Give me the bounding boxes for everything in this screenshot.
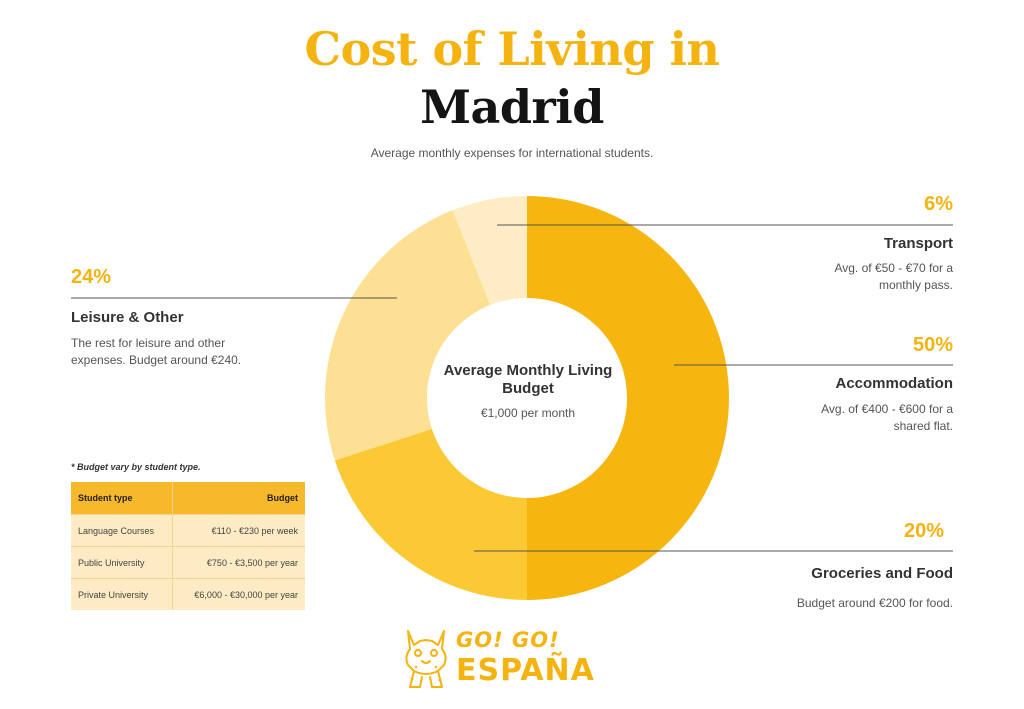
transport-percent: 6% [924, 193, 953, 215]
donut-slice-accommodation [527, 196, 729, 600]
table-row: Language Courses €110 - €230 per week [71, 514, 305, 547]
table-header-row: Student type Budget [71, 482, 305, 515]
budget-note: * Budget vary by student type. [71, 462, 201, 472]
table-cell: €110 - €230 per week [172, 514, 305, 547]
accommodation-label: Accommodation [835, 375, 953, 392]
table-cell: Language Courses [71, 514, 174, 547]
table-cell: Private University [71, 578, 174, 610]
logo-text-espana: ESPAÑA [456, 653, 595, 688]
lynx-mascot-icon [405, 630, 447, 688]
accommodation-percent: 50% [912, 334, 953, 356]
table-row: Public University €750 - €3,500 per year [71, 546, 305, 579]
groceries-label: Groceries and Food [811, 565, 953, 582]
page-title-city: Madrid [420, 80, 604, 134]
table-header: Budget [172, 482, 305, 515]
table-cell: Public University [71, 546, 174, 579]
accommodation-description: Avg. of €400 - €600 for a shared flat. [821, 402, 953, 433]
logo-text-go-go: GO! GO! [456, 628, 560, 652]
center-value: €1,000 per month [480, 406, 576, 420]
transport-label: Transport [883, 235, 953, 252]
transport-description: Avg. of €50 - €70 for a monthly pass. [834, 261, 953, 292]
table-row: Private University €6,000 - €30,000 per … [71, 578, 305, 610]
donut-slice-leisure [325, 210, 491, 461]
leisure-percent: 24% [71, 266, 112, 288]
page-subtitle: Average monthly expenses for internation… [370, 146, 654, 160]
donut-slice-transport [452, 196, 527, 306]
budget-table: Student type Budget Language Courses €11… [71, 482, 305, 610]
center-label: Average Monthly Living Budget [443, 362, 613, 397]
groceries-percent: 20% [903, 520, 944, 542]
table-header: Student type [71, 482, 174, 515]
table-cell: €6,000 - €30,000 per year [172, 578, 305, 610]
page-title-line1: Cost of Living in [304, 22, 720, 76]
donut-slice-groceries [334, 428, 527, 600]
leisure-description: The rest for leisure and other expenses.… [71, 336, 242, 367]
leisure-label: Leisure & Other [71, 309, 184, 326]
table-cell: €750 - €3,500 per year [172, 546, 305, 579]
groceries-description: Budget around €200 for food. [796, 596, 953, 610]
